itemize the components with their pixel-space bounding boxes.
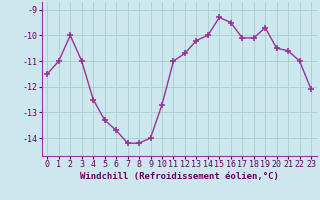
X-axis label: Windchill (Refroidissement éolien,°C): Windchill (Refroidissement éolien,°C) xyxy=(80,172,279,181)
